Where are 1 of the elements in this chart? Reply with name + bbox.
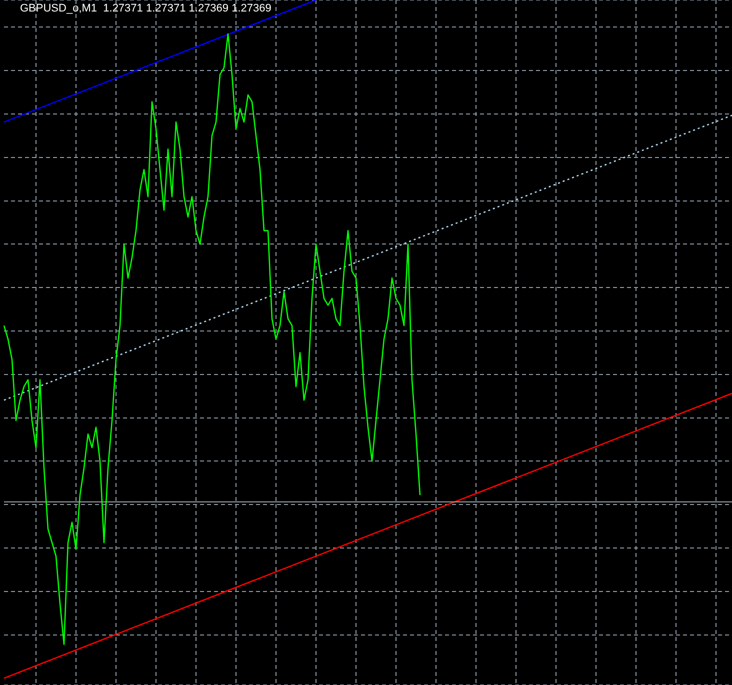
chart-title: GBPUSD_o,M1 1.27371 1.27371 1.27369 1.27369 [20,2,272,15]
